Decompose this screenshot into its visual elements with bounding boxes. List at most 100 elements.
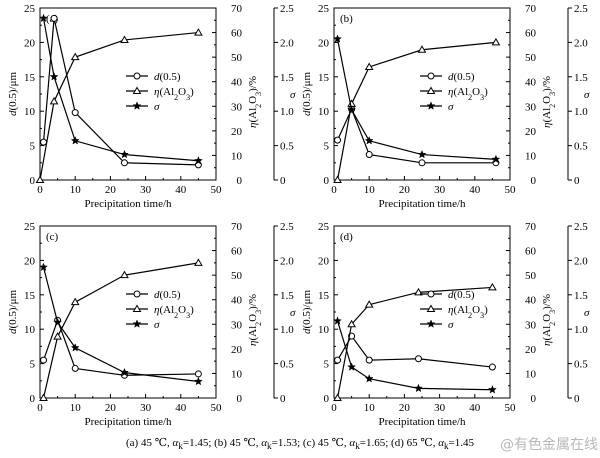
legend-label: σ [154,319,160,331]
y-left-axis-label: d(0.5)/μm [301,72,313,117]
x-axis-label: Precipitation time/h [84,198,172,210]
y-left-tick-label: 10 [24,324,36,336]
marker-circle [50,14,58,22]
panel-label: (b) [340,13,353,25]
y-right1-axis-label: η(Al2O3)/% [541,76,557,128]
y-right2-axis-label: σ [584,89,590,101]
x-tick-label: 50 [211,184,223,196]
series-line-triangle [336,41,496,181]
marker-triangle [194,28,203,36]
x-tick-label: 40 [469,184,481,196]
x-tick-label: 50 [505,402,517,414]
y-right1-tick-label: 10 [525,150,537,162]
marker-triangle [426,86,436,94]
series-line-triangle [336,286,493,399]
marker-circle [133,290,141,298]
marker-star [364,374,374,383]
marker-circle [488,363,496,371]
marker-triangle [426,304,436,312]
y-right2-tick-label: 1.5 [574,72,588,84]
y-right1-tick-label: 30 [525,319,537,331]
y-right2-tick-label: 1.5 [574,290,588,302]
y-right2-tick-label: 2.5 [280,221,294,233]
y-right1-tick-label: 40 [231,295,243,307]
series-line-circle [337,334,493,368]
y-right1-tick-label: 50 [231,270,243,282]
marker-triangle [70,297,80,306]
y-right1-tick-label: 0 [237,393,243,405]
y-right2-tick-label: 2.5 [574,221,588,233]
marker-star [132,319,142,328]
y-left-tick-label: 0 [30,175,36,187]
y-left-tick-label: 5 [324,359,330,371]
marker-triangle [49,96,59,105]
y-right1-axis-label: η(Al2O3)/% [247,76,263,128]
x-tick-label: 30 [434,402,446,414]
x-tick-label: 30 [140,402,152,414]
x-tick-label: 30 [434,184,446,196]
panel-label: (c) [46,231,59,243]
legend-label: η(Al2O3) [448,304,488,320]
marker-triangle [364,300,374,308]
y-right1-tick-label: 20 [231,126,243,138]
marker-star [120,149,129,159]
y-left-tick-label: 10 [318,324,330,336]
marker-star [347,105,357,114]
figure-caption: (a) 45 ℃, αk=1.45; (b) 45 ℃, αk=1.53; (c… [125,437,475,452]
x-axis-label: Precipitation time/h [378,198,466,210]
marker-star [417,149,427,159]
y-right1-tick-label: 0 [531,393,537,405]
marker-circle [427,290,435,298]
x-tick-label: 10 [70,184,82,196]
marker-star [426,101,436,110]
watermark: @有色金属在线 [500,437,598,453]
marker-star [193,156,203,165]
marker-star [120,367,129,377]
series-line-circle [42,318,199,376]
marker-triangle [120,270,129,279]
x-tick-label: 50 [211,402,223,414]
marker-star [39,262,48,272]
legend-label: d(0.5) [154,289,181,301]
x-tick-label: 20 [399,184,411,196]
marker-circle [427,72,435,80]
y-right2-tick-label: 2.5 [574,3,588,15]
y-right1-tick-label: 30 [231,101,243,113]
legend-label: d(0.5) [448,71,475,83]
y-right2-tick-label: 0.5 [574,359,588,371]
legend-label: η(Al2O3) [154,304,194,320]
y-right1-tick-label: 30 [231,319,243,331]
y-right1-tick-label: 20 [231,344,243,356]
y-left-tick-label: 5 [30,141,36,153]
y-right2-tick-label: 0.5 [280,359,294,371]
y-right1-tick-label: 0 [237,175,243,187]
y-right1-tick-label: 40 [525,77,537,89]
y-right1-tick-label: 10 [525,368,537,380]
legend-label: η(Al2O3) [448,86,488,102]
marker-circle [414,355,422,363]
y-right2-tick-label: 0 [574,175,580,187]
x-tick-label: 50 [505,184,517,196]
y-right1-tick-label: 10 [231,368,243,380]
marker-triangle [53,332,62,340]
marker-star [333,34,342,43]
y-right1-axis-label: η(Al2O3)/% [541,294,557,346]
y-right1-tick-label: 40 [231,77,243,89]
marker-triangle [414,287,423,296]
legend-label: d(0.5) [154,71,181,83]
marker-circle [40,138,48,146]
marker-circle [120,159,128,167]
marker-triangle [194,258,203,266]
series-line-star [336,320,493,391]
y-right2-tick-label: 1.5 [280,290,294,302]
x-tick-label: 0 [331,184,337,196]
legend-label: η(Al2O3) [154,86,194,102]
series-line-star [42,18,199,162]
y-right2-tick-label: 1.0 [574,324,588,336]
x-tick-label: 40 [469,402,481,414]
y-left-axis-label: d(0.5)/μm [7,290,19,335]
marker-triangle [35,175,45,183]
y-right2-tick-label: 2.0 [280,37,294,49]
marker-star [132,101,142,110]
marker-triangle [417,45,427,53]
